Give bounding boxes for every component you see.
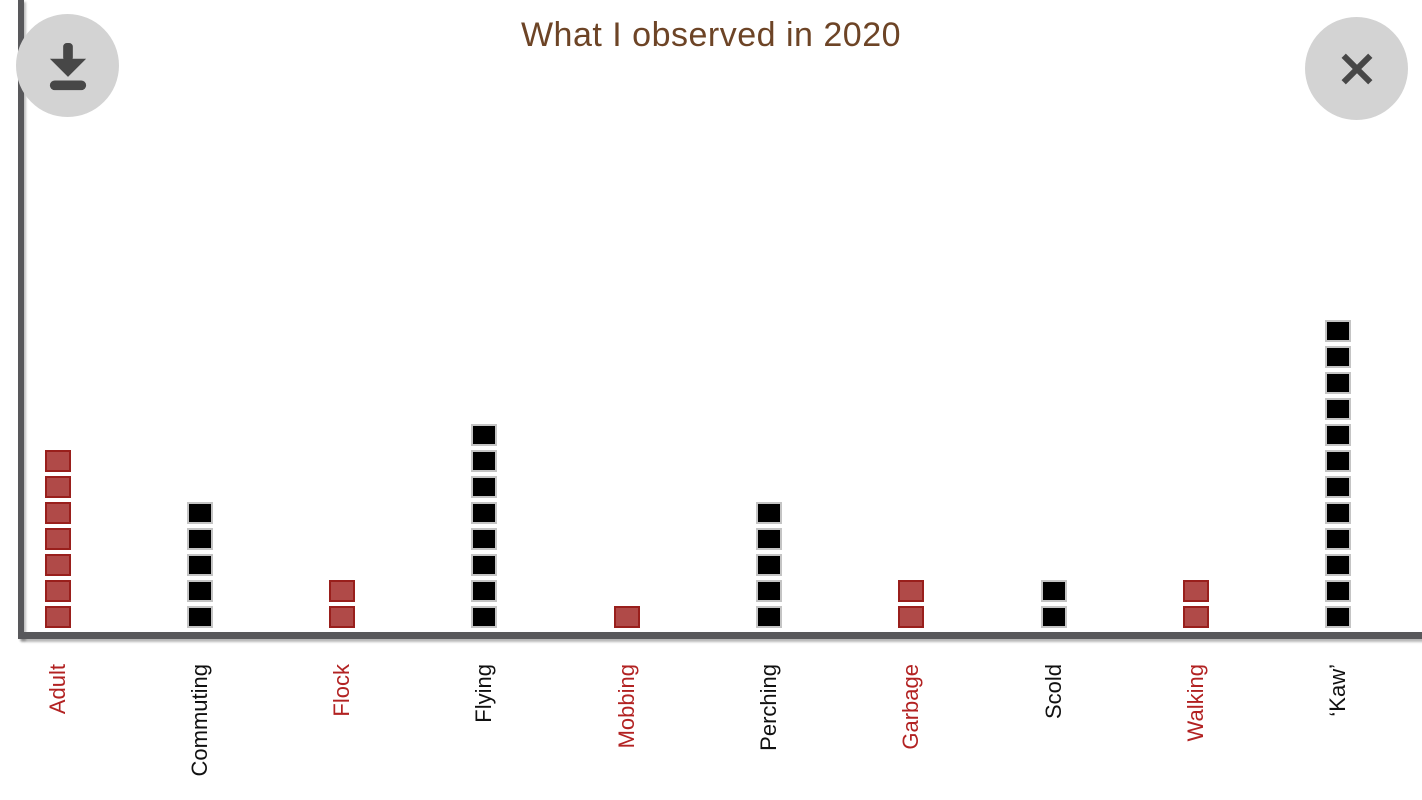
unit-square: [186, 580, 213, 602]
unit-square: [756, 554, 782, 576]
bar-column-flock: [329, 580, 356, 628]
x-label-mobbing: Mobbing: [613, 664, 639, 749]
download-icon: [49, 42, 86, 90]
unit-square: [1325, 450, 1352, 472]
unit-square: [471, 606, 498, 628]
bar-column-commuting: [186, 502, 213, 628]
x-label-garbage: Garbage: [898, 664, 924, 750]
bar-column-scold: [1040, 580, 1067, 628]
unit-square: [186, 528, 213, 550]
unit-square: [1325, 346, 1352, 368]
unit-square: [329, 606, 356, 628]
unit-square: [44, 450, 71, 472]
x-label-adult: Adult: [44, 664, 70, 715]
x-label-flock: Flock: [329, 664, 355, 717]
unit-square: [1182, 606, 1209, 628]
unit-square: [1325, 502, 1352, 524]
bar-column-adult: [44, 450, 71, 628]
x-label-scold: Scold: [1040, 664, 1066, 720]
unit-square: [1325, 606, 1352, 628]
unit-square: [1040, 606, 1067, 628]
x-label-flying: Flying: [471, 664, 497, 723]
unit-square: [1325, 580, 1352, 602]
unit-square: [44, 528, 71, 550]
unit-square: [44, 606, 71, 628]
unit-square: [756, 502, 782, 524]
unit-square: [1182, 580, 1209, 602]
x-label-kaw: ‘Kaw’: [1325, 664, 1351, 717]
unit-square: [471, 450, 498, 472]
bar-column-mobbing: [613, 606, 640, 628]
unit-square: [756, 580, 782, 602]
unit-square: [1325, 372, 1352, 394]
unit-square: [44, 502, 71, 524]
x-label-commuting: Commuting: [186, 664, 212, 777]
unit-square: [1325, 528, 1352, 550]
chart-title: What I observed in 2020: [520, 16, 902, 54]
unit-square: [471, 554, 498, 576]
unit-square: [471, 502, 498, 524]
unit-square: [1040, 580, 1067, 602]
bar-column-perching: [756, 502, 782, 628]
y-axis-line: [18, 0, 24, 639]
unit-square: [471, 424, 498, 446]
unit-square: [898, 580, 925, 602]
unit-square: [756, 528, 782, 550]
unit-square: [186, 554, 213, 576]
x-axis-line: [18, 632, 1422, 639]
close-icon: [1341, 53, 1372, 84]
unit-square: [756, 606, 782, 628]
unit-square: [471, 476, 498, 498]
unit-square: [44, 580, 71, 602]
unit-square: [186, 502, 213, 524]
unit-square: [1325, 320, 1352, 342]
unit-square: [329, 580, 356, 602]
x-label-perching: Perching: [756, 664, 781, 751]
unit-square: [44, 554, 71, 576]
unit-square: [1325, 476, 1352, 498]
bar-column-walking: [1182, 580, 1209, 628]
bar-column-kaw: [1325, 320, 1352, 628]
unit-square: [613, 606, 640, 628]
close-button[interactable]: [1305, 17, 1408, 120]
plot-area: [44, 320, 1352, 628]
unit-square: [471, 580, 498, 602]
unit-square: [44, 476, 71, 498]
x-label-walking: Walking: [1182, 664, 1208, 742]
download-button[interactable]: [16, 14, 119, 117]
bar-column-flying: [471, 424, 498, 628]
unit-square: [471, 528, 498, 550]
unit-square: [186, 606, 213, 628]
unit-square: [1325, 398, 1352, 420]
unit-square: [898, 606, 925, 628]
unit-square: [1325, 554, 1352, 576]
bar-column-garbage: [898, 580, 925, 628]
unit-square: [1325, 424, 1352, 446]
